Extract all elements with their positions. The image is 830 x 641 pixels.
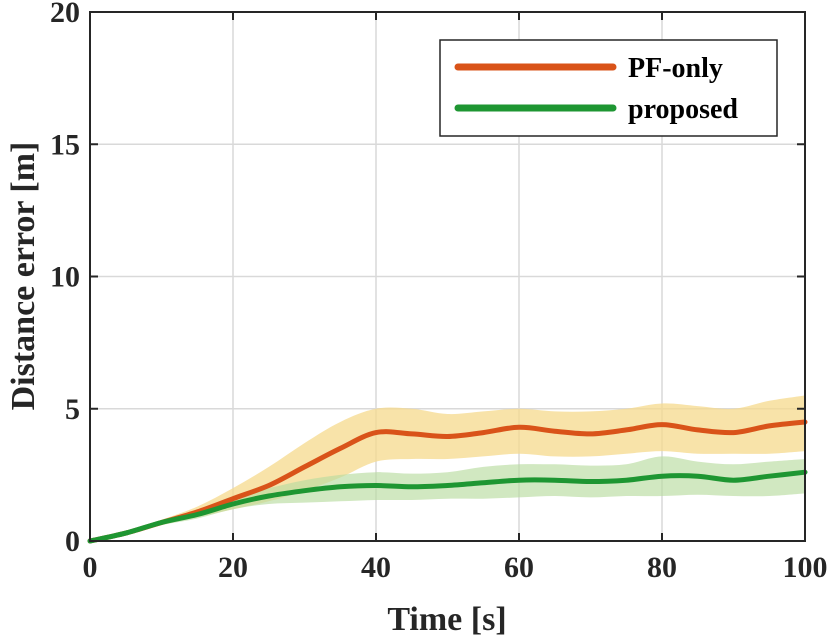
series-lines [87, 419, 808, 544]
line-proposed [87, 469, 808, 544]
x-axis-label: Time [s] [387, 601, 506, 638]
y-axis-label: Distance error [m] [5, 142, 42, 411]
y-tick-label: 10 [50, 261, 80, 294]
axis-ticks: 0 20 40 60 80 100 0 5 10 15 20 [50, 0, 828, 584]
legend-label-pf-only: PF-only [628, 53, 723, 84]
band-proposed [90, 456, 805, 541]
legend: PF-only proposed [439, 39, 778, 137]
x-tick-label: 40 [361, 551, 391, 584]
y-tick-label: 20 [50, 0, 80, 29]
x-tick-label: 100 [783, 551, 828, 584]
legend-label-proposed: proposed [628, 94, 738, 125]
x-tick-label: 0 [83, 551, 98, 584]
legend-box [439, 39, 778, 137]
x-tick-label: 60 [504, 551, 534, 584]
y-tick-label: 15 [50, 128, 80, 161]
y-tick-label: 0 [65, 525, 80, 558]
x-tick-label: 80 [647, 551, 677, 584]
line-pf-only [87, 419, 808, 544]
y-tick-label: 5 [65, 393, 80, 426]
x-tick-label: 20 [218, 551, 248, 584]
